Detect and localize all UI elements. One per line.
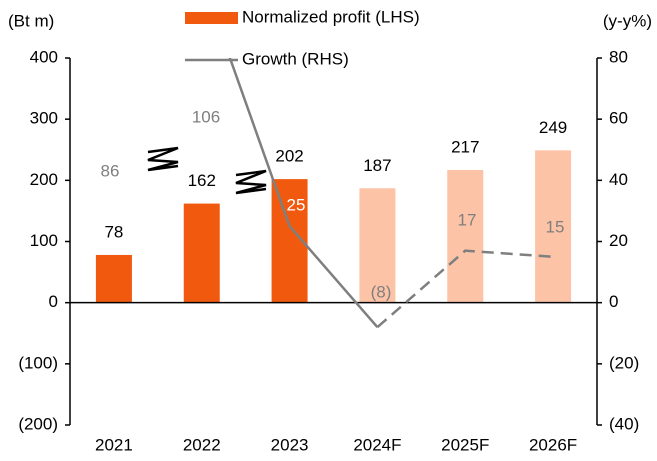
- bar-value-label: 78: [104, 222, 123, 241]
- line-value-label: (8): [371, 282, 392, 301]
- line-value-label: 25: [287, 195, 306, 214]
- bar-value-label: 249: [539, 118, 567, 137]
- x-tick-label: 2021: [95, 435, 133, 454]
- x-tick-label: 2023: [271, 435, 309, 454]
- legend-swatch-bar: [185, 12, 238, 24]
- y-axis-label: (Bt m): [8, 11, 54, 30]
- y2-axis-label: (y-y%): [603, 11, 652, 30]
- growth-line: [228, 58, 379, 328]
- y2-tick-label: (20): [609, 353, 639, 372]
- break-mark: [147, 146, 179, 172]
- y2-tick-label: 20: [609, 231, 628, 250]
- y-tick-label: (100): [18, 353, 58, 372]
- y2-tick-label: 0: [609, 292, 618, 311]
- line-value-label: 15: [546, 217, 565, 236]
- y-tick-label: (200): [18, 414, 58, 433]
- break-mark: [235, 169, 267, 195]
- x-tick-label: 2025F: [441, 435, 489, 454]
- bar: [359, 188, 396, 303]
- bar: [535, 150, 572, 303]
- plot-area: (200) (100) 0 100 200 300 400 (40) (20) 0 20 40 60 80…: [18, 47, 639, 454]
- y-tick-label: 200: [30, 170, 58, 189]
- line-value-label: 106: [192, 107, 220, 126]
- x-tick-label: 2022: [183, 435, 221, 454]
- bar-value-label: 217: [451, 137, 479, 156]
- bar: [95, 254, 132, 303]
- bar: [447, 169, 484, 303]
- bar-value-label: 187: [363, 156, 391, 175]
- line-group: [228, 58, 554, 329]
- bar: [183, 203, 220, 303]
- y2-tick-label: (40): [609, 414, 639, 433]
- growth-line: [376, 249, 554, 329]
- x-tick-label: 2024F: [353, 435, 401, 454]
- x-tick-label: 2026F: [529, 435, 577, 454]
- legend-label: Normalized profit (LHS): [242, 7, 420, 26]
- y-tick-label: 100: [30, 231, 58, 250]
- y2-tick-label: 60: [609, 109, 628, 128]
- y-tick-label: 400: [30, 47, 58, 66]
- bar-value-label: 202: [275, 147, 303, 166]
- y-tick-label: 0: [49, 292, 58, 311]
- y-tick-label: 300: [30, 109, 58, 128]
- bar-value-label: 162: [188, 171, 216, 190]
- y2-tick-label: 40: [609, 170, 628, 189]
- line-value-label: 17: [458, 210, 477, 229]
- y2-tick-label: 80: [609, 47, 628, 66]
- legend-label: Growth (RHS): [242, 49, 349, 68]
- line-value-label: 86: [101, 161, 120, 180]
